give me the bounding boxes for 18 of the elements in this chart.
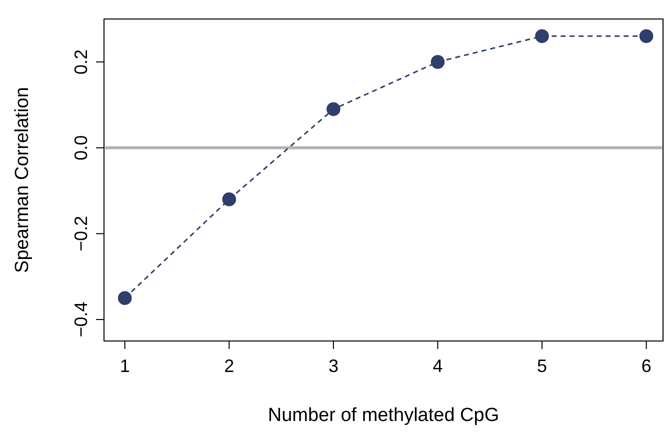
x-tick-label: 6 <box>641 356 652 376</box>
y-tick-label: 0.2 <box>70 49 91 74</box>
x-axis-title: Number of methylated CpG <box>268 405 500 426</box>
x-tick-label: 3 <box>328 356 338 376</box>
x-tick-label: 2 <box>224 356 234 376</box>
point <box>118 291 132 305</box>
point <box>430 55 445 69</box>
point <box>639 29 654 44</box>
x-tick-label: 4 <box>432 356 443 376</box>
y-axis-title: Spearman Correlation <box>12 87 33 273</box>
point <box>326 102 340 116</box>
point <box>222 192 236 206</box>
y-tick-label: −0.2 <box>70 216 91 252</box>
x-tick-label: 1 <box>120 356 130 376</box>
point <box>535 29 549 44</box>
x-tick-label: 5 <box>537 356 548 376</box>
y-tick-label: 0.0 <box>70 135 91 160</box>
y-tick-label: −0.4 <box>70 302 91 338</box>
